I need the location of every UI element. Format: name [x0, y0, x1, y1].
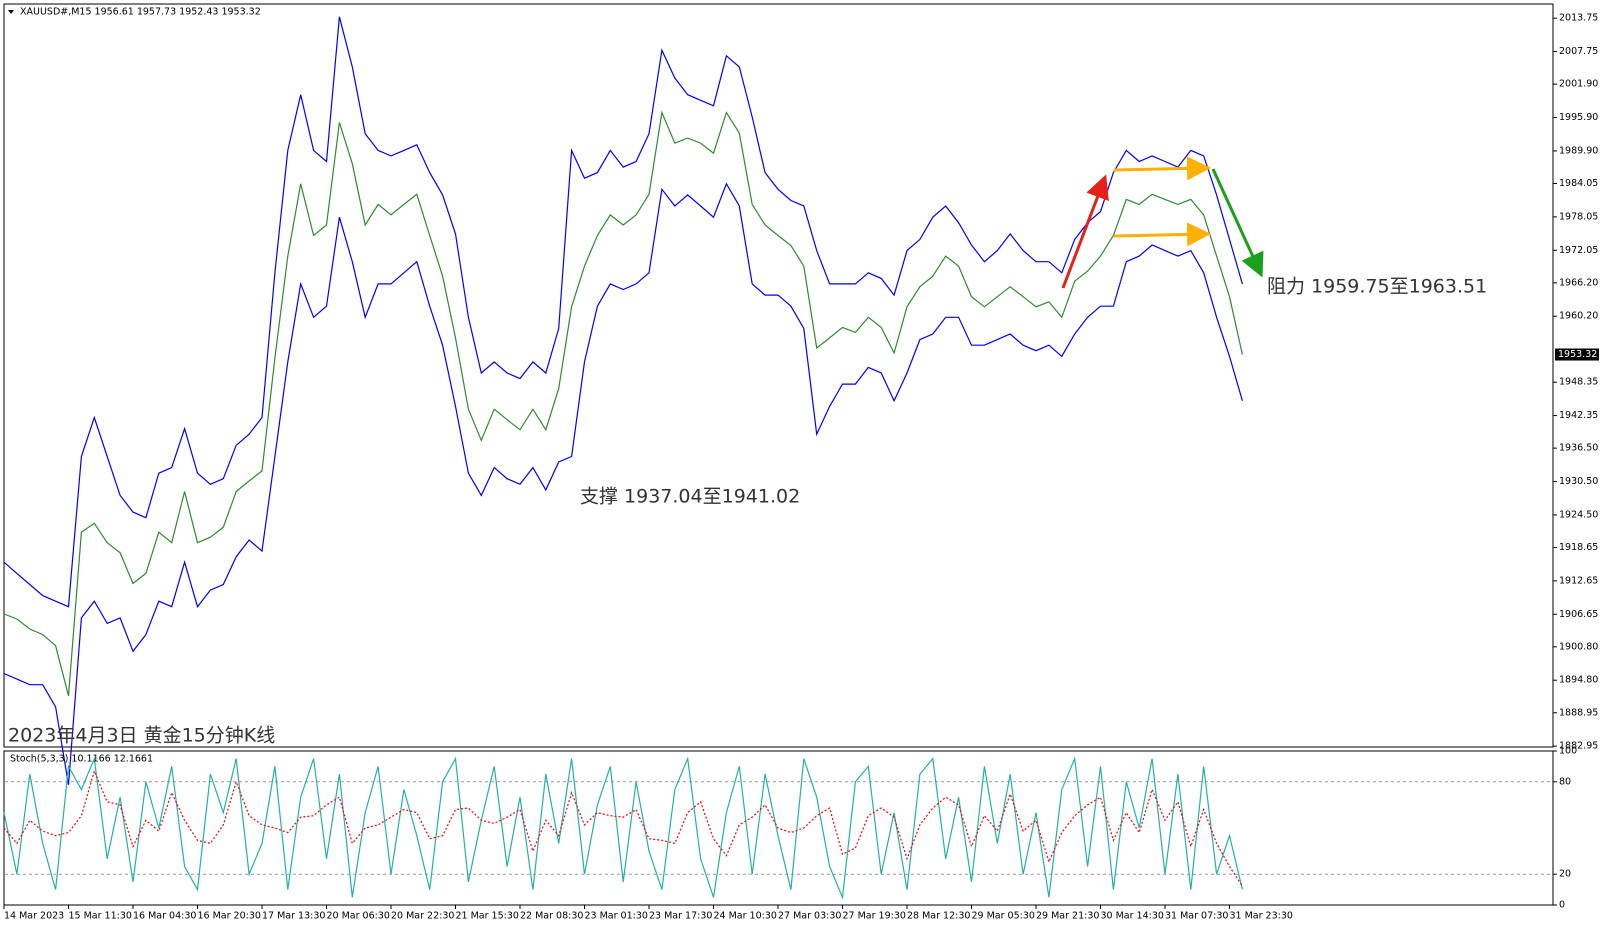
x-tick-label: 31 Mar 23:30 — [1230, 911, 1293, 922]
y-tick-label: 1948.35 — [1559, 377, 1598, 388]
x-tick-label: 17 Mar 13:30 — [262, 911, 325, 922]
stoch-title: Stoch(5,3,3) 10.1166 12.1661 — [10, 754, 153, 765]
y-tick-label: 1936.50 — [1559, 443, 1598, 454]
x-tick-label: 14 Mar 2023 — [4, 911, 64, 922]
annotation: 支撑 1937.04至1941.02 — [580, 486, 800, 508]
price-tag — [1555, 348, 1599, 361]
x-tick-label: 23 Mar 01:30 — [585, 911, 648, 922]
y-tick-label: 1989.90 — [1559, 145, 1598, 156]
x-tick-label: 31 Mar 07:30 — [1165, 911, 1228, 922]
y-tick-label: 1900.80 — [1559, 641, 1598, 652]
y-tick-label: 0 — [1559, 900, 1565, 911]
y-tick-label: 1882.95 — [1559, 741, 1598, 752]
x-tick-label: 21 Mar 15:30 — [456, 911, 519, 922]
arrow — [1113, 222, 1211, 247]
x-tick-label: 20 Mar 06:30 — [327, 911, 390, 922]
x-tick-label: 24 Mar 10:30 — [714, 911, 777, 922]
y-tick-label: 20 — [1559, 869, 1571, 880]
x-tick-label: 29 Mar 21:30 — [1036, 911, 1099, 922]
series-line — [3, 110, 1243, 696]
annotation: 2023年4月3日 黄金15分钟K线 — [8, 725, 275, 747]
y-tick-label: 1918.65 — [1559, 542, 1598, 553]
series-line — [3, 769, 1243, 887]
y-tick-label: 1960.20 — [1559, 311, 1598, 322]
y-tick-label: 1894.80 — [1559, 675, 1598, 686]
x-tick-label: 22 Mar 08:30 — [520, 911, 583, 922]
y-tick-label: 2013.75 — [1559, 13, 1598, 24]
y-tick-label: 1930.50 — [1559, 476, 1598, 487]
y-tick-label: 1906.65 — [1559, 609, 1598, 620]
x-tick-label: 16 Mar 20:30 — [198, 911, 261, 922]
arrow — [1061, 174, 1109, 289]
x-tick-label: 27 Mar 03:30 — [778, 911, 841, 922]
y-tick-label: 1888.95 — [1559, 707, 1598, 718]
x-tick-label: 16 Mar 04:30 — [133, 911, 196, 922]
y-tick-label: 1978.05 — [1559, 211, 1598, 222]
annotation: 阻力 1959.75至1963.51 — [1267, 276, 1487, 298]
price-tag-label: 1953.32 — [1558, 349, 1597, 360]
y-tick-label: 2001.90 — [1559, 79, 1598, 90]
series-line — [3, 16, 1243, 608]
y-tick-label: 1942.35 — [1559, 410, 1598, 421]
x-tick-label: 20 Mar 22:30 — [391, 911, 454, 922]
chart-title: XAUUSD#,M15 1956.61 1957.73 1952.43 1953… — [20, 7, 261, 18]
y-tick-label: 1972.05 — [1559, 245, 1598, 256]
x-tick-label: 23 Mar 17:30 — [649, 911, 712, 922]
y-tick-label: 1912.65 — [1559, 575, 1598, 586]
x-tick-label: 28 Mar 12:30 — [907, 911, 970, 922]
y-tick-label: 1984.05 — [1559, 178, 1598, 189]
series-line — [3, 182, 1243, 785]
y-tick-label: 1995.90 — [1559, 112, 1598, 123]
y-tick-label: 1924.50 — [1559, 509, 1598, 520]
main-panel — [3, 3, 1554, 748]
x-tick-label: 27 Mar 19:30 — [843, 911, 906, 922]
y-tick-label: 80 — [1559, 776, 1571, 787]
menu-icon — [8, 10, 14, 14]
series-line — [3, 756, 1243, 900]
x-tick-label: 15 Mar 11:30 — [69, 911, 132, 922]
arrow — [1113, 156, 1211, 181]
y-tick-label: 100 — [1559, 746, 1577, 757]
y-tick-label: 2007.75 — [1559, 46, 1598, 57]
x-tick-label: 30 Mar 14:30 — [1101, 911, 1164, 922]
arrow — [1211, 168, 1264, 278]
x-tick-label: 29 Mar 05:30 — [972, 911, 1035, 922]
y-tick-label: 1966.20 — [1559, 277, 1598, 288]
